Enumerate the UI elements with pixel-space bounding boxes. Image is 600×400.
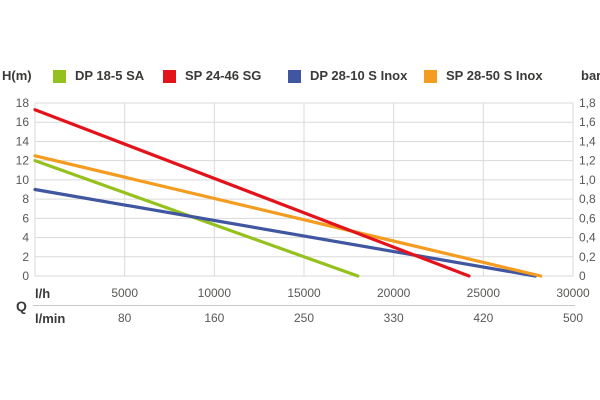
y-right-tick-label: 0,6 (579, 211, 596, 225)
x-tick-label-lh: 20000 (377, 286, 411, 300)
y-right-tick-label: 0,2 (579, 250, 596, 264)
y-right-tick-label: 1,8 (579, 96, 596, 110)
x-tick-label-lh: 25000 (467, 286, 501, 300)
legend-item-dp-28-10-s-inox: DP 28-10 S Inox (288, 68, 407, 84)
y-left-tick-label: 8 (22, 192, 29, 206)
y-right-tick-label: 0 (579, 269, 586, 283)
y-right-tick-label: 0,4 (579, 231, 596, 245)
x-tick-label-lh: 10000 (198, 286, 232, 300)
x-tick-label-lmin: 500 (563, 311, 583, 325)
x-tick-label-lh: 5000 (111, 286, 138, 300)
x-axis-secondary-unit-label: l/min (35, 311, 66, 326)
y-left-tick-label: 4 (22, 231, 29, 245)
x-tick-label-lmin: 250 (294, 311, 314, 325)
y-right-tick-label: 1,4 (579, 134, 596, 148)
x-tick-label-lmin: 420 (473, 311, 493, 325)
x-tick-label-lh: 30000 (556, 286, 590, 300)
y-right-tick-label: 1,2 (579, 154, 596, 168)
legend-label: SP 24-46 SG (185, 68, 262, 83)
legend-swatch-orange (424, 69, 437, 83)
legend-label: SP 28-50 S Inox (446, 68, 543, 83)
y-left-tick-label: 12 (16, 154, 30, 168)
left-axis-title: H(m) (2, 68, 32, 83)
y-left-tick-label: 0 (22, 269, 29, 283)
legend-label: DP 18-5 SA (75, 68, 145, 83)
legend-item-sp-28-50-s-inox: SP 28-50 S Inox (424, 68, 543, 84)
x-axis-primary-unit-label: l/h (35, 286, 51, 301)
x-tick-label-lmin: 160 (204, 311, 224, 325)
y-left-tick-label: 6 (22, 211, 29, 225)
legend-swatch-blue (288, 69, 301, 83)
y-left-tick-label: 16 (16, 115, 30, 129)
right-axis-title: bar (581, 68, 600, 83)
x-tick-label-lmin: 330 (384, 311, 404, 325)
y-right-tick-label: 1,6 (579, 115, 596, 129)
curve-sp-28-50-s-inox (33, 154, 543, 278)
legend-item-dp-18-5-sa: DP 18-5 SA (53, 68, 144, 84)
curve-dp-28-10-s-inox (33, 187, 537, 278)
chart-legend: H(m) DP 18-5 SA SP 24-46 SG DP 28-10 S I… (0, 68, 600, 84)
y-left-tick-label: 18 (16, 96, 30, 110)
legend-swatch-green (53, 69, 66, 83)
legend-swatch-red (163, 69, 176, 83)
x-tick-label-lh: 15000 (287, 286, 321, 300)
curve-sp-24-46-sg (33, 108, 471, 278)
y-left-tick-label: 14 (16, 134, 30, 148)
y-left-tick-label: 10 (16, 173, 30, 187)
x-tick-label-lmin: 80 (118, 311, 132, 325)
legend-item-sp-24-46-sg: SP 24-46 SG (163, 68, 261, 84)
legend-label: DP 28-10 S Inox (310, 68, 408, 83)
y-right-tick-label: 0,8 (579, 192, 596, 206)
x-axis-title: Q (16, 298, 27, 314)
y-left-tick-label: 2 (22, 250, 29, 264)
y-right-tick-label: 1,0 (579, 173, 596, 187)
